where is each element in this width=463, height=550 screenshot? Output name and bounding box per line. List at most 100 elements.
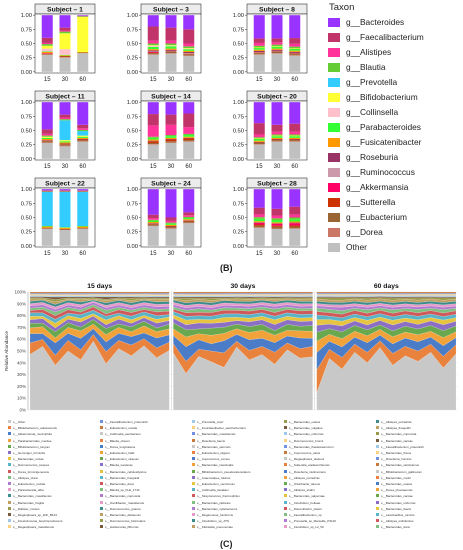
bar-segment [147, 219, 159, 221]
subject-title: Subject – 14 [151, 94, 191, 101]
bar-segment [289, 38, 301, 44]
legend-label: g__Faecalibacterium [346, 32, 424, 42]
bar-segment [147, 54, 159, 55]
species-legend-item: s__Megamonas_funiformis [192, 513, 233, 517]
legend-swatch [328, 167, 340, 177]
species-legend-item: s__Bacteroides_uniformis [376, 500, 416, 505]
species-legend-item: s__Bacteroides_vulgatus [284, 426, 323, 430]
species-swatch [284, 451, 287, 454]
bar-segment [147, 51, 159, 53]
legend-label: g__Ruminococcus [346, 167, 415, 177]
legend-swatch [328, 17, 340, 27]
bar-segment [41, 228, 53, 246]
species-swatch [284, 513, 287, 516]
species-legend-item: s__Bacteroides_massiliensis [192, 432, 236, 436]
bar-segment [271, 223, 283, 224]
bar-segment [289, 228, 301, 229]
x-tick-label: 30 [168, 164, 175, 170]
y-tick-label: 40% [17, 360, 26, 365]
bar-segment [41, 15, 53, 38]
bar-segment [183, 140, 195, 142]
subject-title: Subject – 11 [45, 94, 85, 101]
bar-segment [183, 55, 195, 72]
species-swatch [284, 420, 287, 423]
species-swatch [100, 513, 103, 516]
bar-segment [253, 138, 265, 139]
y-tick-label: 0.00 [233, 244, 244, 250]
y-tick-label: 0.00 [233, 70, 244, 76]
species-legend-item: s__Bacteroides_distasonis [100, 513, 141, 517]
species-label: s__Clostridium_sp_ATS [197, 519, 229, 524]
bar-segment [253, 142, 265, 143]
subject-chart: Subject – 1 0.00 0.25 0.50 0.75 1.00 15 30 60 [21, 3, 96, 83]
species-label: s__Bacteroides_plebeius [197, 500, 231, 505]
bar-segment [59, 31, 71, 34]
species-legend-item: s__Megasphaera_massiliensis [8, 525, 54, 529]
species-legend-item: s__Faecalibacterium_prausnitzii [100, 420, 148, 424]
bar-segment [165, 138, 177, 140]
area-band [173, 294, 313, 296]
species-swatch [8, 444, 11, 448]
y-tick-label: 0.00 [21, 157, 32, 163]
bar-segment [165, 136, 177, 138]
species-label: s__Roseburia_hominis [381, 457, 412, 462]
bar-segment [289, 48, 301, 51]
species-label: s__Megasphaera_elsdenii [289, 457, 325, 462]
bar-segment [253, 53, 265, 55]
bar-segment [165, 53, 177, 72]
species-legend-item: s__Bacteroides_ovatus [284, 420, 320, 424]
bar-segment [41, 227, 53, 229]
bar-segment [271, 226, 283, 229]
bar-segment [147, 136, 159, 138]
bar-segment [183, 133, 195, 136]
subject-title: Subject – 20 [257, 94, 297, 101]
species-label: s__Eubacterium_siraeum [105, 457, 140, 462]
y-axis-label: Relative Abundance [4, 330, 9, 371]
species-swatch [100, 488, 103, 492]
species-swatch [284, 494, 287, 498]
species-swatch [284, 475, 287, 479]
bar-segment [41, 135, 53, 137]
species-label: s__Alistipes_putredinis [381, 420, 412, 424]
bar-segment [147, 225, 159, 226]
species-legend-item: s__Sutterella_wadsworthensis [284, 463, 330, 467]
species-swatch [376, 475, 379, 479]
species-swatch [376, 513, 379, 516]
bar-segment [253, 214, 265, 218]
x-tick-label: 30 [274, 164, 281, 170]
legend-label: g__Bifidobacterium [346, 92, 418, 102]
bar-segment [253, 144, 265, 145]
species-legend-item: s__Anaerostipes_hadrus [192, 475, 230, 480]
species-label: s__Bacteroides_salyersiae [289, 494, 325, 499]
bar-segment [41, 141, 53, 143]
species-swatch [376, 463, 379, 467]
y-tick-label: 80% [17, 313, 26, 318]
bar-segment [41, 54, 53, 55]
species-swatch [8, 488, 11, 492]
species-legend-item: s__Bifidobacterium_longum [8, 444, 50, 449]
bar-segment [289, 134, 301, 136]
bar-segment [165, 40, 177, 44]
bar-segment [253, 50, 265, 52]
legend-label: g__Fusicatenibacter [346, 137, 422, 147]
bar-segment [165, 51, 177, 54]
legend-label: g__Alistipes [346, 47, 392, 57]
species-swatch [192, 513, 195, 516]
species-label: s__Bacteroides_vulgatus [289, 426, 323, 431]
bar-segment [183, 220, 195, 221]
bar-segment [183, 102, 195, 114]
y-tick-label: 10% [17, 396, 26, 401]
y-tick-label: 0.50 [21, 129, 32, 135]
bar-segment [165, 27, 177, 41]
species-legend-item: s__Akkermansia_muciniphila [8, 432, 52, 436]
bar-segment [165, 220, 177, 223]
species-swatch [192, 444, 195, 448]
species-legend-item: s__Blautia_sp_KLE_1732 [100, 488, 140, 492]
species-legend-item: s__Bacteroides_nordii [376, 475, 411, 480]
bar-segment [183, 55, 195, 56]
legend-item: g__Eubacterium [328, 212, 407, 222]
species-label: s__Bacteroides_dorei [105, 482, 135, 486]
bar-segment [59, 102, 71, 115]
bar-segment [147, 49, 159, 51]
area-band [316, 293, 457, 295]
